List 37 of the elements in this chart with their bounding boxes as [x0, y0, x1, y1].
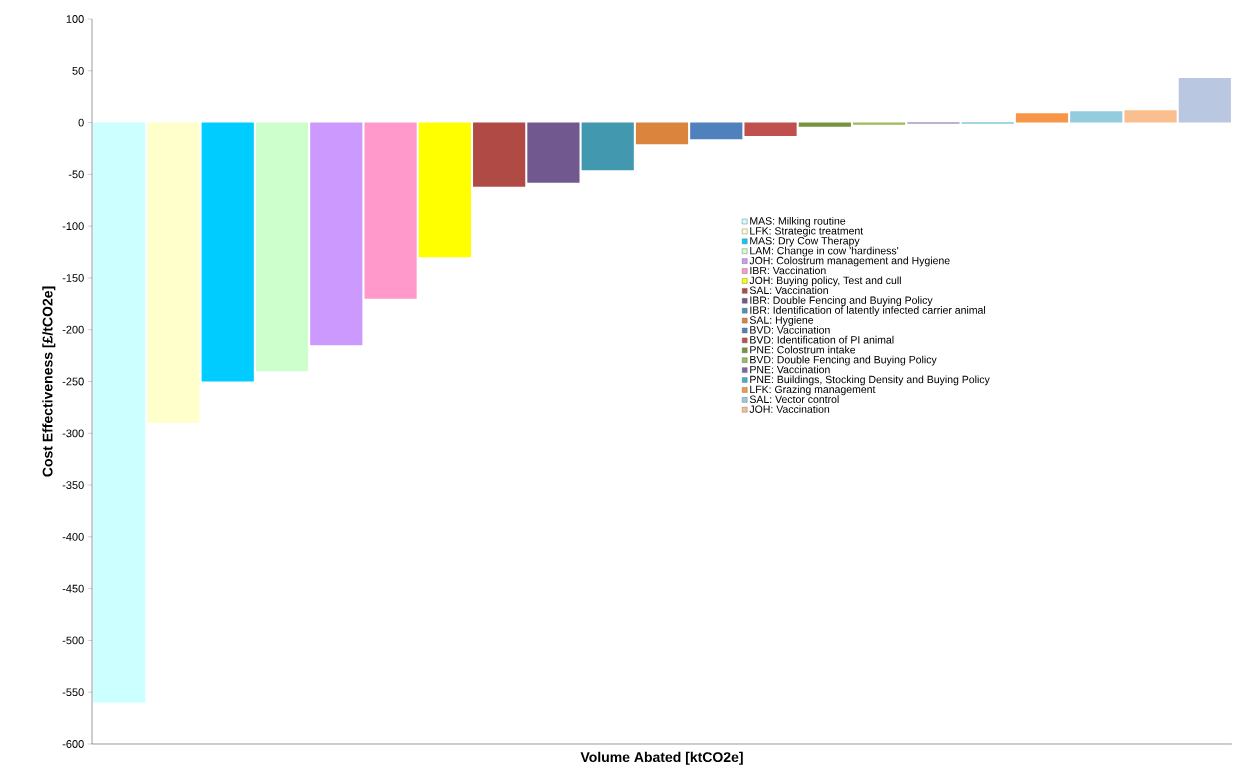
y-tick-label: -250: [62, 377, 84, 386]
y-tick-label: -150: [62, 274, 84, 282]
y-tick-label: -50: [68, 170, 84, 179]
y-tick-label: 100: [66, 15, 84, 23]
legend-label: JOH: Colostrum management and Hygiene: [749, 256, 950, 267]
legend-label: BVD: Double Fencing and Buying Policy: [750, 355, 937, 366]
legend-label: PNE: Buildings, Stocking Density and Buying Policy: [750, 375, 990, 386]
y-tick-label: 0: [78, 118, 84, 127]
legend-label: SAL: Hygiene: [749, 316, 814, 326]
legend-label: LFK: Grazing management: [750, 385, 876, 396]
legend-label: BVD: Vaccination: [750, 325, 830, 334]
y-tick-label: -200: [62, 325, 84, 334]
y-tick-label: -550: [62, 688, 84, 697]
y-tick-label: -350: [62, 481, 84, 489]
legend-label: PNE: Colostrum intake: [750, 345, 856, 354]
legend-label: IBR: Double Fencing and Buying Policy: [750, 296, 933, 306]
legend-label: LFK: Strategic treatment: [750, 226, 864, 237]
legend-label: IBR: Identification of latently infected carrier animal: [750, 306, 986, 316]
y-tick-label: 50: [72, 66, 84, 75]
legend-label: IBR: Vaccination: [750, 266, 826, 275]
x-axis-title: Volume Abated [ktCO2e]: [580, 751, 743, 765]
y-tick-label: -400: [62, 532, 84, 541]
y-axis-title: Cost Effectiveness [£/tCO2e]: [42, 286, 56, 477]
y-tick-label: -100: [62, 222, 84, 231]
legend-label: SAL: Vector control: [749, 395, 839, 404]
legend-label: PNE: Vaccination: [750, 365, 830, 374]
y-tick-label: -600: [62, 740, 84, 748]
legend-label: MAS: Dry Cow Therapy: [750, 236, 860, 247]
legend-label: SAL: Vaccination: [749, 286, 828, 295]
y-tick-label: -500: [62, 636, 84, 645]
y-tick-label: -300: [62, 429, 84, 438]
y-tick-label: -450: [62, 584, 84, 593]
legend-label: LAM: Change in cow 'hardiness': [750, 246, 899, 257]
legend-label: JOH: Buying policy, Test and cull: [749, 276, 901, 287]
legend-label: MAS: Milking routine: [750, 216, 846, 227]
legend-label: JOH: Vaccination: [749, 405, 830, 413]
legend-label: BVD: Identification of PI animal: [750, 335, 894, 344]
